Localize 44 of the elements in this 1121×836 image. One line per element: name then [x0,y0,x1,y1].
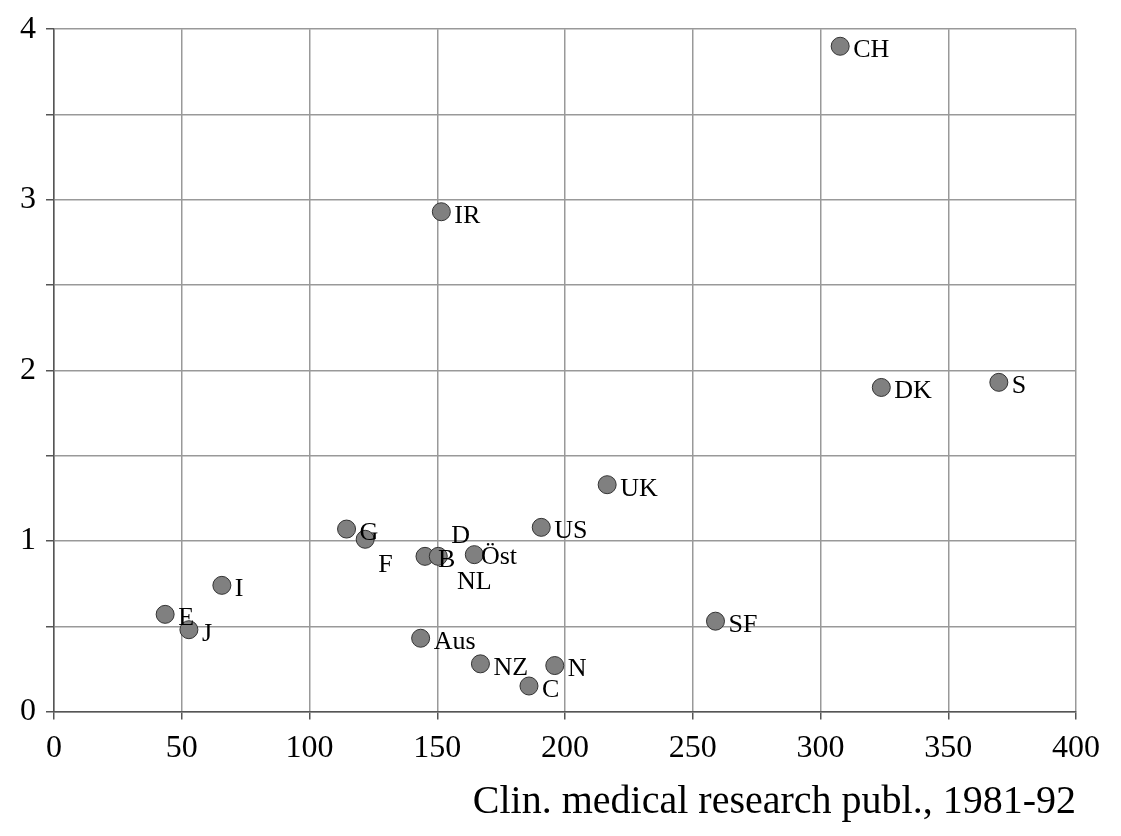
point [470,654,490,674]
point [464,545,484,565]
annotation: F [378,549,393,579]
annotation: S [1011,370,1027,400]
point [431,202,451,222]
x-axis-title: Clin. medical research publ., 1981-92 [472,776,1076,822]
point [337,519,357,539]
annotation: J [201,617,213,647]
point [989,372,1009,392]
x-tick-label: 100 [285,728,334,765]
annotation: CH [853,34,890,64]
annotation: N [567,653,587,683]
point [411,628,431,648]
annotation: I [234,573,244,603]
point [830,36,850,56]
x-tick-label: 400 [1052,728,1100,765]
annotation: DK [894,375,933,405]
point [519,676,539,696]
annotation: NZ [493,651,529,681]
x-tick-label: 50 [165,728,198,765]
y-tick-label: 1 [20,520,36,557]
point [531,517,551,537]
point [597,475,617,495]
x-tick-label: 200 [541,728,589,765]
y-tick-label: 4 [20,8,36,45]
x-tick-label: 150 [413,728,462,765]
point [705,611,725,631]
annotation: UK [620,472,658,502]
y-tick-label: 2 [20,349,36,386]
annotation: IR [454,199,481,229]
x-tick-label: 300 [796,728,845,765]
point [155,604,175,624]
annotation: Aus [433,626,476,656]
annotation: US [554,515,588,545]
y-tick-label: 0 [20,691,36,728]
annotation: C [541,673,560,703]
point [871,377,891,397]
x-tick-label: 350 [924,728,973,765]
annotation: SF [728,609,758,639]
y-tick-label: 3 [20,179,36,216]
point [212,575,232,595]
point [545,656,565,676]
x-tick-label: 0 [46,728,62,765]
x-tick-label: 250 [668,728,717,765]
